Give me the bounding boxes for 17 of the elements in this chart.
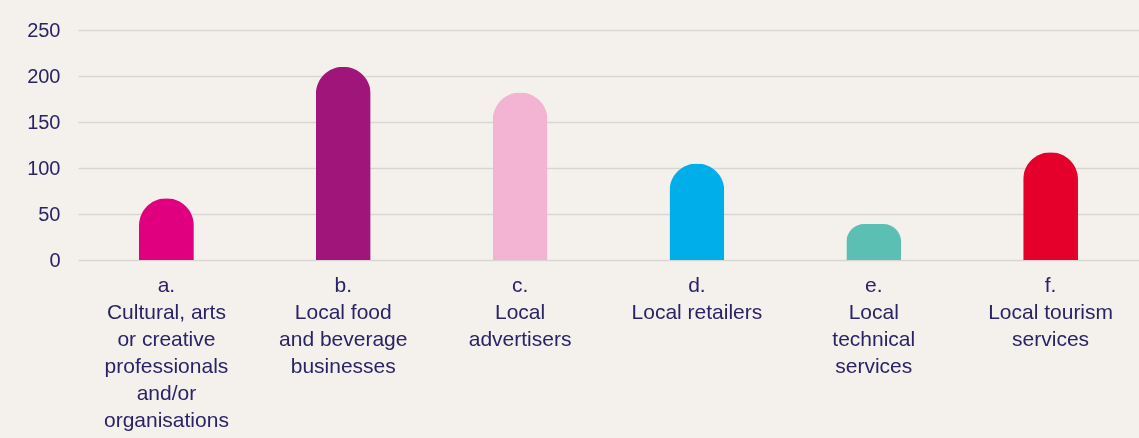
y-tick-label: 100 [27,156,61,179]
bar [315,66,371,260]
y-tick-label: 200 [27,64,61,87]
y-tick-label: 0 [49,248,61,271]
x-tick-label: d. Local retailers [631,272,763,323]
bar [669,163,725,260]
y-tick-label: 50 [38,202,61,225]
x-tick-label: e. Local technical services [832,272,916,377]
x-tick-label: f. Local tourism services [988,272,1114,350]
x-tick-label: c. Local advertisers [468,272,572,350]
bar [492,92,548,260]
y-tick-label: 150 [27,110,61,133]
bar [846,224,902,260]
x-tick-label: a. Cultural, arts or creative professionals and/or organisations [103,272,229,431]
y-tick-label: 250 [27,18,61,41]
x-tick-label: b. Local food and beverage businesses [279,272,408,377]
bar [1023,152,1078,260]
